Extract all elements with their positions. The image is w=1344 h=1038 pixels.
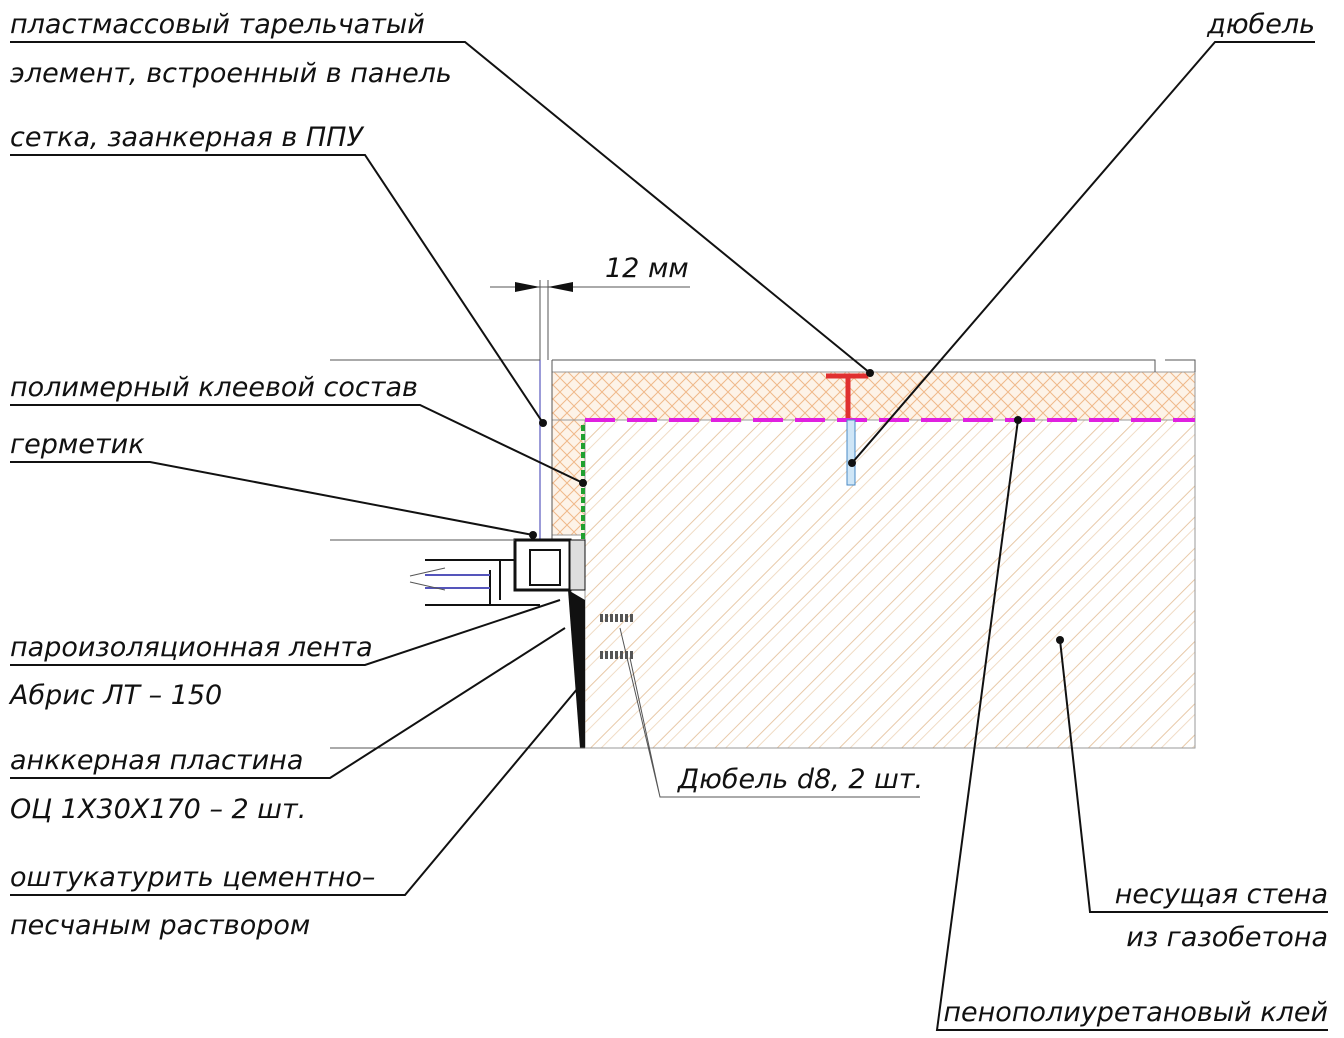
dimension-text: 12 мм	[605, 253, 689, 284]
leader	[10, 42, 870, 373]
label: пароизоляционная лента	[10, 632, 373, 663]
wall	[585, 420, 1195, 748]
label: элемент, встроенный в панель	[10, 58, 452, 89]
window-frame	[410, 540, 585, 605]
label: дюбель	[1206, 9, 1315, 40]
label: Дюбель d8, 2 шт.	[677, 764, 923, 795]
label: герметик	[10, 429, 145, 460]
label: пластмассовый тарельчатый	[10, 9, 425, 40]
panel	[552, 360, 1195, 372]
label: сетка, заанкерная в ППУ	[10, 122, 364, 153]
label: Абрис ЛТ – 150	[8, 680, 222, 711]
label: несущая стена	[1115, 879, 1328, 910]
dimension-line	[490, 280, 690, 360]
label: анккерная пластина	[10, 745, 303, 776]
label: оштукатурить цементно–	[10, 862, 375, 893]
label: песчаным раствором	[10, 910, 310, 941]
insulation	[552, 372, 1195, 420]
leader	[10, 462, 533, 535]
label: пенополиуретановый клей	[943, 997, 1328, 1028]
construction: 12 мм	[330, 253, 1195, 748]
anchor-plate	[568, 590, 585, 748]
dowel	[847, 420, 855, 485]
insulation-side	[552, 420, 585, 535]
drawing: 12 мм пластмассовый тарельчатый элемент,…	[0, 0, 1344, 1038]
label: ОЦ 1Х30Х170 – 2 шт.	[10, 794, 306, 825]
label: полимерный клеевой состав	[10, 372, 418, 403]
label: из газобетона	[1126, 922, 1328, 953]
